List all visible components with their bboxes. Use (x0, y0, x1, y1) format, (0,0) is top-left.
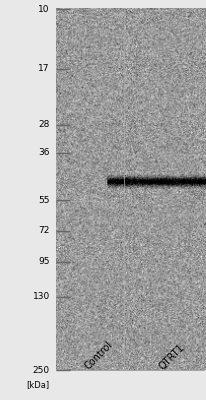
Text: [kDa]: [kDa] (27, 380, 49, 389)
Text: 130: 130 (32, 292, 49, 301)
Text: 17: 17 (38, 64, 49, 73)
Text: 95: 95 (38, 257, 49, 266)
Text: 36: 36 (38, 148, 49, 157)
Text: 55: 55 (38, 196, 49, 205)
Text: 10: 10 (38, 5, 49, 14)
Text: Control: Control (82, 340, 114, 372)
Text: QTRT1: QTRT1 (157, 342, 186, 372)
Text: 72: 72 (38, 226, 49, 235)
Bar (56, 9, 204, 370)
Text: 250: 250 (33, 366, 49, 375)
Text: 28: 28 (38, 120, 49, 129)
